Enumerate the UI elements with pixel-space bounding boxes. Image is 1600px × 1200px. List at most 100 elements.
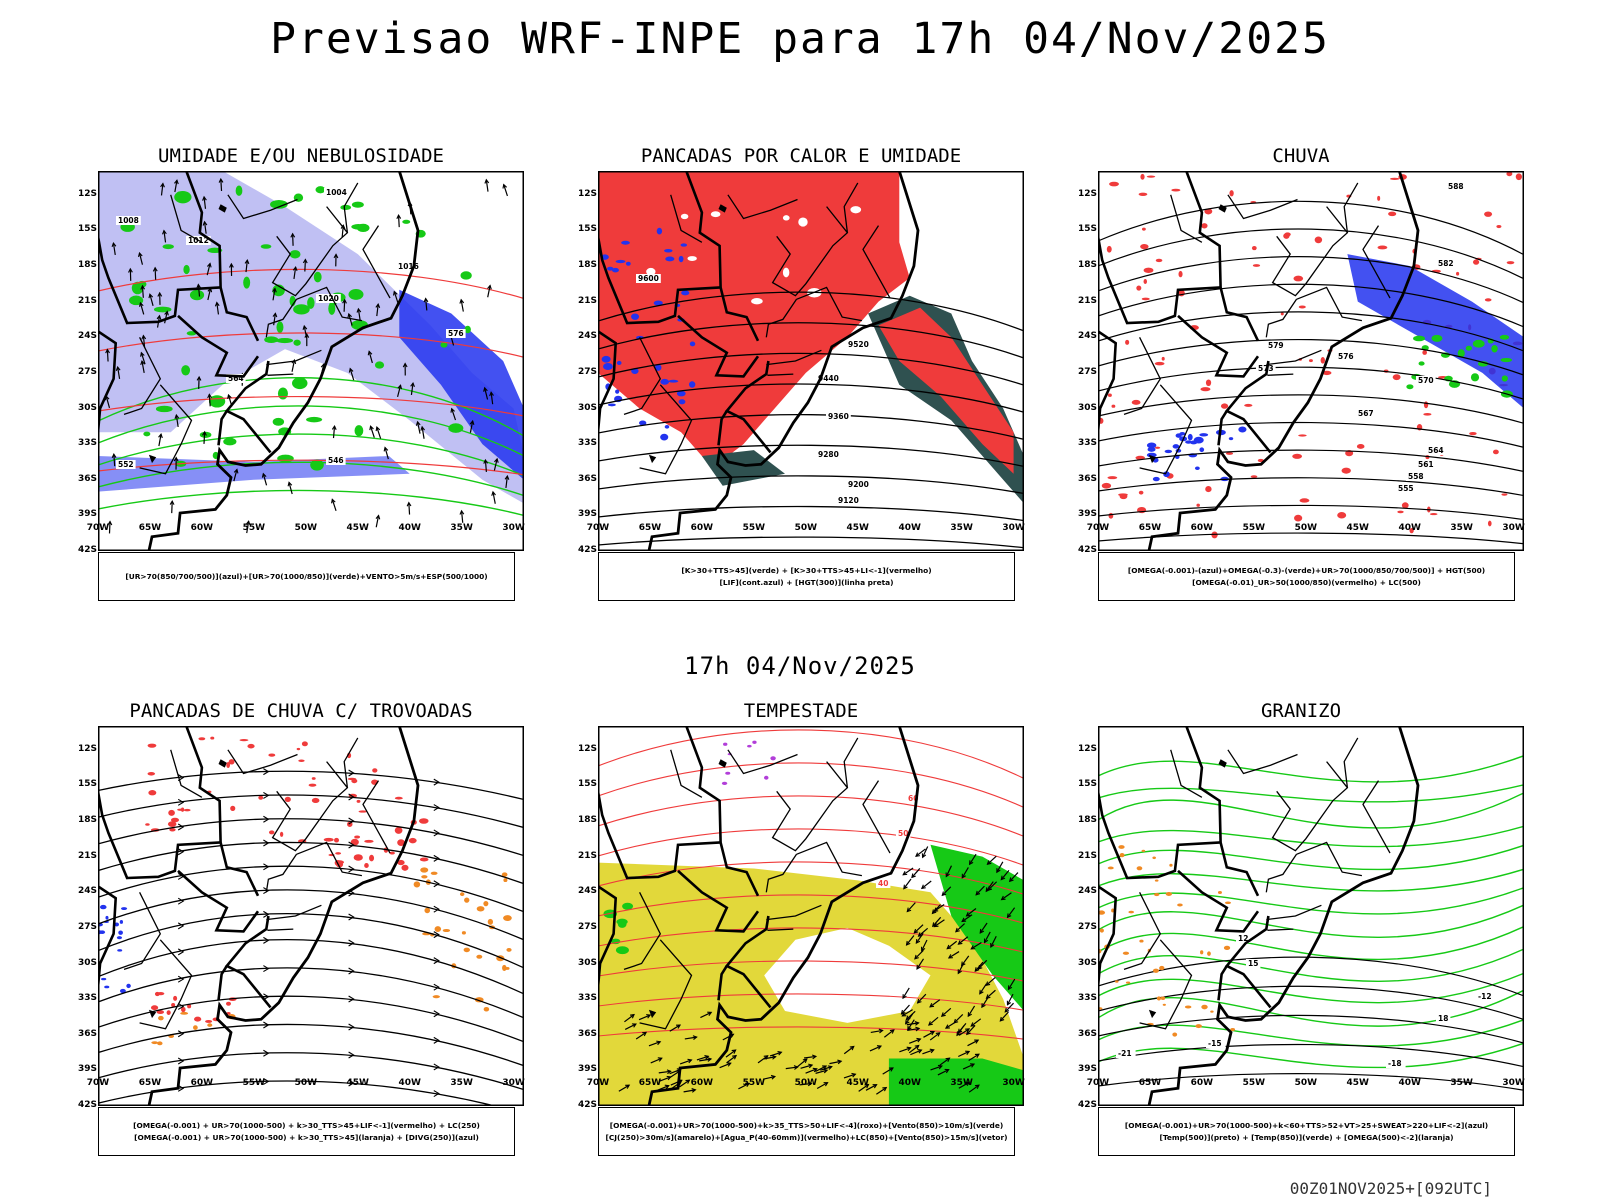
contour-label: 9440 <box>818 374 839 383</box>
moisture-light <box>98 171 524 504</box>
rain-red <box>1146 175 1156 178</box>
wind-vector-850-head <box>849 1045 855 1051</box>
map-frame <box>598 171 1024 551</box>
contour-label: 582 <box>1438 259 1454 268</box>
low-humidity-green <box>315 186 326 194</box>
contour-label: 9360 <box>828 412 849 421</box>
contour-label: 558 <box>1408 472 1424 481</box>
rain-red <box>1506 261 1515 265</box>
storm-red <box>284 796 291 803</box>
streamline <box>98 913 524 969</box>
wind-vector-850 <box>683 1089 696 1093</box>
map-frame <box>98 726 524 1106</box>
state-border <box>139 939 193 1030</box>
rain-red <box>1229 190 1234 197</box>
lon-tick-label: 55W <box>1242 1078 1266 1088</box>
storm-red <box>389 851 395 855</box>
wind-vector-850 <box>648 1041 661 1047</box>
streamline <box>98 794 524 829</box>
storm-red <box>351 778 358 784</box>
lon-tick-label: 55W <box>1242 523 1266 533</box>
wind-vector-850 <box>870 1029 883 1034</box>
omega-orange <box>1098 910 1106 915</box>
wind-vector-850 <box>990 936 997 948</box>
jet-gap-white <box>764 927 931 1023</box>
wind-vector-850 <box>901 1004 910 1015</box>
wind-vector-850 <box>967 1005 976 1017</box>
wind-vector-850 <box>916 958 925 970</box>
temp500-contour <box>1098 985 1524 1021</box>
wind-vector-head <box>164 310 169 316</box>
divergence-blue <box>105 915 109 920</box>
country-border <box>217 965 228 1001</box>
wind-vector-head <box>272 287 277 293</box>
omega-green <box>1472 339 1485 348</box>
wind-vector <box>163 230 167 243</box>
lon-tick-label: 70W <box>86 523 110 533</box>
lat-tick-label: 21S <box>577 295 597 306</box>
lon-tick-label: 40W <box>1398 1078 1421 1088</box>
country-border <box>685 171 760 342</box>
low-humidity-green <box>131 281 144 295</box>
rain-red <box>1469 431 1477 436</box>
state-border <box>267 928 294 931</box>
state-border <box>1227 749 1298 775</box>
wind850-green-south <box>888 1058 1024 1106</box>
contour-label-bg <box>446 329 466 338</box>
contour-label: 1016 <box>398 262 419 271</box>
low-humidity-green <box>155 405 173 413</box>
country-border <box>598 791 721 880</box>
wind-vector-head <box>450 407 455 413</box>
wind-vector-850-head <box>947 954 953 959</box>
state-border <box>843 737 859 788</box>
wind-vector-head <box>244 259 250 265</box>
wind-vector <box>505 475 508 488</box>
wind-vector-head <box>483 458 489 464</box>
wind-vector-850 <box>987 855 997 865</box>
wind-vector-850 <box>958 1050 970 1058</box>
streamline-arrow <box>433 931 440 939</box>
wind-vector <box>376 304 379 317</box>
omega-green <box>1406 384 1414 390</box>
lat-tick-label: 24S <box>577 331 597 342</box>
country-border <box>1098 236 1221 325</box>
wind-vector-head <box>174 179 179 185</box>
wind-vector-850 <box>1004 1002 1014 1013</box>
low-humidity-green <box>162 244 174 250</box>
lon-tick-label: 35W <box>1450 523 1473 533</box>
lifted-index-blue <box>656 227 663 235</box>
wind-vector-head <box>111 241 117 248</box>
low-humidity-green <box>223 437 237 446</box>
wind-vector-850 <box>913 924 924 934</box>
lon-tick-label: 35W <box>450 523 473 533</box>
wind-vector-850 <box>914 949 924 960</box>
wind-vector <box>393 291 399 304</box>
contour-label-bg <box>1396 484 1416 493</box>
map-chuva: 588 582 579 576 573 570 567 564 561 558 555 <box>1098 171 1524 551</box>
wind-vector-850-head <box>732 1054 738 1060</box>
wind-vector-850-head <box>945 872 950 878</box>
legend-line-2: [OMEGA(-0.01)_UR>50(1000/850)(vermelho) … <box>1192 577 1421 587</box>
lifted-index-blue <box>616 360 622 366</box>
contour-label: 9200 <box>848 480 869 489</box>
wind-vector-850 <box>815 1065 827 1073</box>
wind-vector-850 <box>1009 872 1019 882</box>
rain-red <box>1429 513 1438 516</box>
wind-vector <box>140 352 146 365</box>
state-border <box>267 373 294 376</box>
storm-red <box>372 768 378 773</box>
rain-red <box>1377 245 1388 250</box>
storm-red <box>230 805 236 812</box>
hgt500-contour <box>1098 338 1524 376</box>
rain-red <box>1205 379 1212 387</box>
omega-blue-south <box>1163 471 1170 478</box>
wind-vector <box>332 426 336 439</box>
wind-vector-850-head <box>1006 1000 1012 1006</box>
country-border <box>177 314 260 378</box>
wind-vector-850-head <box>921 853 927 859</box>
omega-orange <box>1128 910 1134 914</box>
wind-vector-head <box>396 214 402 220</box>
wind-vector-head <box>483 386 488 392</box>
lon-tick-label: 30W <box>1502 1078 1525 1088</box>
hgt500-contour <box>1098 200 1524 256</box>
